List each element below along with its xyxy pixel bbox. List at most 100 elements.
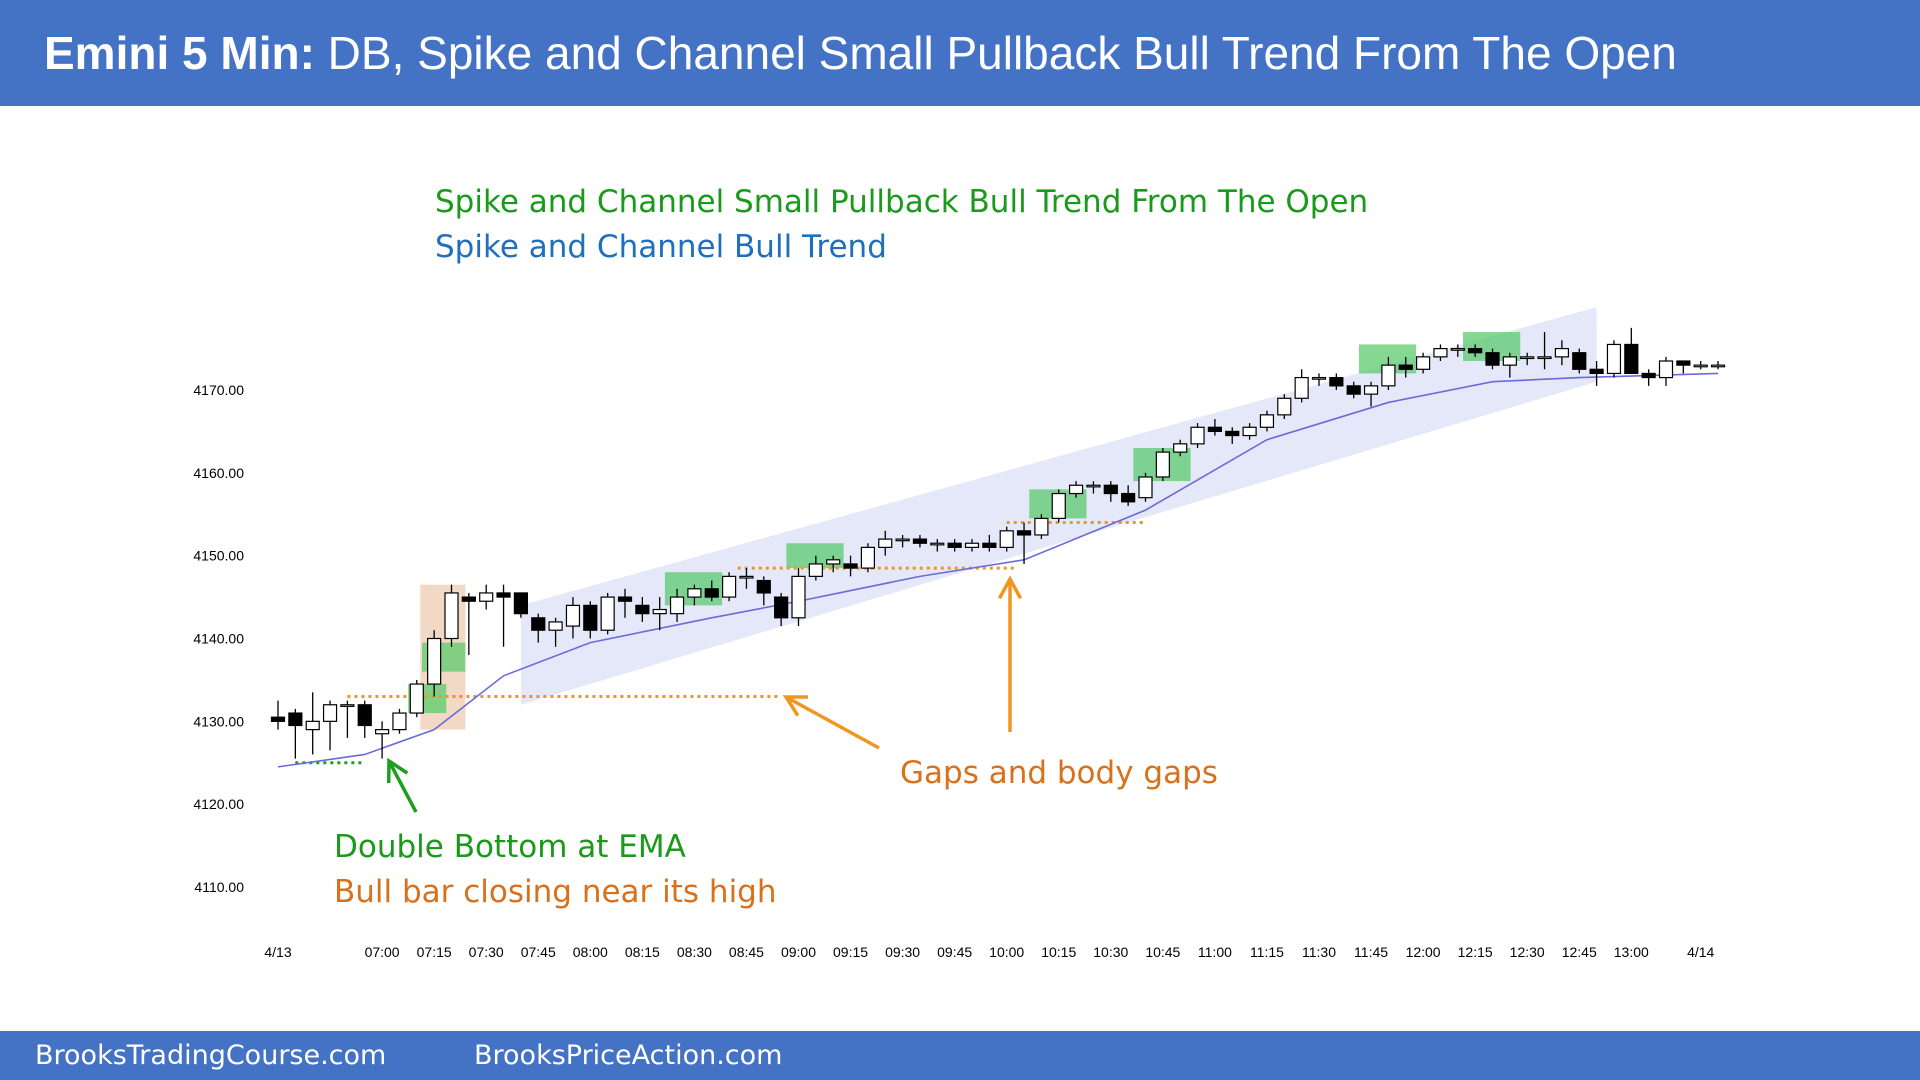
candle-body-76 [1589, 368, 1604, 375]
candle-79 [1641, 369, 1656, 386]
x-tick-label: 08:30 [677, 944, 712, 960]
candle-body-12 [479, 592, 494, 602]
candle-35 [878, 530, 893, 556]
candle-45 [1051, 489, 1066, 523]
x-tick-label: 09:15 [833, 944, 868, 960]
candle-81 [1676, 360, 1691, 374]
candle-body-1 [288, 712, 303, 727]
candle-body-35 [878, 538, 893, 548]
candle-body-51 [1155, 451, 1170, 478]
candle-body-27 [739, 575, 754, 579]
x-tick-label: 09:30 [885, 944, 920, 960]
arrow-gaps-left-shaft [785, 695, 880, 750]
candle-body-46 [1068, 484, 1084, 495]
candle-body-70 [1485, 352, 1500, 366]
candle-body-19 [600, 596, 615, 631]
candle-body-75 [1572, 352, 1587, 370]
candle-body-52 [1173, 443, 1188, 453]
candle-body-74 [1554, 347, 1570, 358]
arrow-gaps-left-head [782, 695, 809, 717]
candle-body-54 [1207, 426, 1223, 433]
candle-body-30 [791, 575, 806, 619]
candle-body-37 [912, 538, 928, 544]
footer-link-price-action[interactable]: BrooksPriceAction.com [474, 1040, 783, 1071]
candle-body-23 [669, 596, 685, 615]
x-tick-label: 4/14 [1687, 944, 1714, 960]
candle-body-5 [357, 704, 372, 727]
x-tick-label: 07:00 [365, 944, 400, 960]
candle-body-13 [496, 592, 511, 598]
candle-body-11 [461, 596, 476, 602]
candle-body-65 [1398, 364, 1413, 370]
candle-body-33 [843, 563, 858, 569]
y-tick-label: 4120.00 [193, 796, 244, 812]
candle-20 [617, 588, 633, 618]
candle-body-60 [1311, 376, 1327, 380]
candle-body-9 [427, 637, 442, 685]
candle-77 [1606, 340, 1622, 378]
candle-body-47 [1086, 484, 1101, 488]
candle-body-29 [774, 596, 789, 619]
x-tick-label: 07:30 [469, 944, 504, 960]
candle-body-66 [1415, 356, 1431, 370]
bull-bar-annotation: Bull bar closing near its high [334, 874, 777, 910]
candle-62 [1346, 381, 1361, 399]
y-tick-label: 4150.00 [193, 548, 244, 564]
x-tick-label: 11:45 [1354, 944, 1388, 960]
x-tick-label: 12:00 [1406, 944, 1441, 960]
y-tick-label: 4130.00 [193, 713, 244, 729]
candle-body-22 [652, 608, 667, 615]
candle-body-17 [565, 604, 581, 627]
arrow-double-bottom-shaft [387, 760, 418, 813]
candle-body-83 [1710, 364, 1726, 368]
candle-48 [1103, 481, 1118, 502]
x-tick-label: 07:15 [417, 944, 452, 960]
candle-1 [288, 708, 303, 759]
candle-body-38 [930, 542, 945, 546]
candle-body-57 [1259, 414, 1275, 428]
candle-82 [1693, 361, 1708, 370]
candle-body-63 [1363, 385, 1379, 395]
candle-12 [479, 584, 494, 610]
title-rest: DB, Spike and Channel Small Pullback Bul… [314, 27, 1677, 79]
headline-blue-text: Spike and Channel Bull Trend [435, 229, 887, 265]
candle-14 [513, 592, 529, 618]
x-tick-label: 08:45 [729, 944, 764, 960]
x-tick-label: 08:15 [625, 944, 660, 960]
x-tick-label: 13:00 [1614, 944, 1649, 960]
candle-44 [1034, 514, 1049, 540]
candle-23 [669, 588, 685, 622]
candle-30 [791, 568, 806, 627]
candle-body-61 [1329, 376, 1344, 387]
candle-5 [357, 700, 372, 738]
candle-body-16 [548, 621, 563, 631]
candle-83 [1710, 361, 1726, 370]
candle-body-58 [1277, 397, 1292, 416]
candle-body-77 [1606, 343, 1622, 375]
candle-34 [860, 543, 876, 573]
candle-72 [1520, 352, 1535, 366]
candle-38 [930, 539, 945, 552]
candle-46 [1068, 481, 1084, 498]
x-tick-label: 10:15 [1041, 944, 1076, 960]
candle-28 [756, 576, 771, 606]
candle-body-45 [1051, 492, 1066, 519]
candle-body-55 [1225, 430, 1240, 437]
candle-76 [1589, 361, 1604, 386]
candle-body-25 [704, 588, 719, 598]
candle-21 [635, 597, 650, 622]
x-tick-label: 11:30 [1302, 944, 1336, 960]
candle-42 [999, 526, 1014, 552]
ema-line [277, 372, 1719, 768]
candle-55 [1225, 427, 1240, 444]
candle-18 [583, 601, 598, 639]
candle-body-82 [1693, 364, 1708, 368]
candle-69 [1468, 344, 1483, 357]
candle-11 [461, 592, 476, 656]
candle-body-34 [860, 546, 876, 569]
candle-49 [1121, 485, 1136, 506]
candle-body-48 [1103, 484, 1118, 495]
footer-link-trading-course[interactable]: BrooksTradingCourse.com [35, 1040, 387, 1071]
candle-56 [1242, 423, 1257, 440]
candle-body-10 [444, 592, 459, 640]
